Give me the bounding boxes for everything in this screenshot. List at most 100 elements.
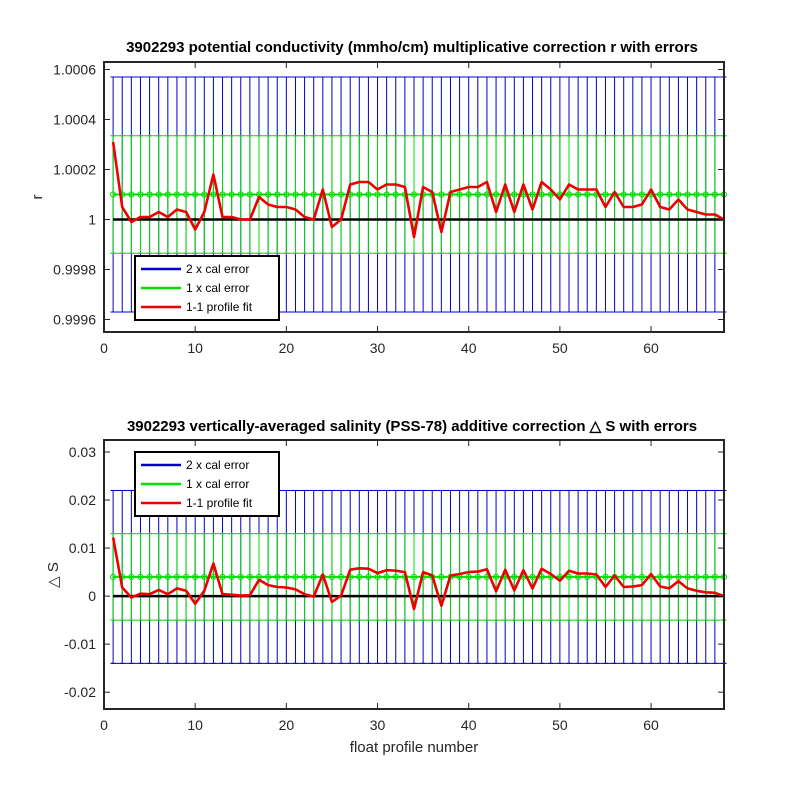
bottom-center-marker <box>602 573 609 581</box>
bottom-center-marker <box>310 573 317 581</box>
top-center-marker <box>146 191 153 198</box>
bottom-center-marker <box>182 573 190 581</box>
top-center-marker <box>702 191 709 198</box>
bottom-center-marker <box>565 573 573 581</box>
top-center-marker <box>693 191 700 198</box>
top-center-marker <box>164 191 171 198</box>
bottom-center-marker <box>693 573 700 581</box>
bottom-center-marker <box>492 573 500 581</box>
top-center-marker <box>383 191 390 198</box>
top-ytick-label: 0.9998 <box>53 262 96 278</box>
top-xtick-label: 40 <box>461 340 477 356</box>
bottom-center-marker <box>529 573 536 581</box>
bottom-center-marker <box>292 573 299 581</box>
bottom-center-marker <box>711 573 718 581</box>
bottom-center-marker <box>383 573 390 581</box>
top-center-marker <box>529 191 536 198</box>
top-center-marker <box>110 191 117 198</box>
top-center-marker <box>392 191 399 198</box>
top-center-marker <box>575 191 582 198</box>
bottom-xtick-label: 30 <box>370 717 386 733</box>
bottom-center-marker <box>110 573 117 581</box>
bottom-center-marker <box>365 573 372 581</box>
bottom-center-marker <box>201 573 208 581</box>
bottom-center-marker <box>438 573 445 581</box>
bottom-legend-label-fit: 1-1 profile fit <box>186 496 253 510</box>
bottom-legend-label-2x: 2 x cal error <box>186 458 249 472</box>
bottom-xtick-label: 50 <box>552 717 568 733</box>
bottom-center-marker <box>638 573 646 581</box>
bottom-center-marker <box>128 573 135 581</box>
top-legend-label-2x: 2 x cal error <box>186 262 249 276</box>
bottom-center-marker <box>511 573 518 581</box>
bottom-xtick-label: 10 <box>187 717 203 733</box>
bottom-center-marker <box>265 573 272 581</box>
bottom-ytick-label: 0.02 <box>69 492 96 508</box>
bottom-center-marker <box>657 573 664 581</box>
top-center-marker <box>192 191 199 198</box>
bottom-center-marker <box>465 573 472 581</box>
top-center-marker <box>538 191 545 198</box>
top-center-marker <box>474 191 481 198</box>
bottom-center-marker <box>173 573 181 581</box>
top-chart-title: 3902293 potential conductivity (mmho/cm)… <box>126 39 698 56</box>
top-profile-fit-line <box>111 141 725 239</box>
top-center-marker <box>711 191 718 198</box>
bottom-center-marker <box>210 573 217 581</box>
top-center-marker <box>666 191 673 198</box>
top-center-marker <box>410 191 418 198</box>
top-center-marker <box>219 191 226 198</box>
top-xtick-label: 60 <box>643 340 659 356</box>
top-xtick-label: 0 <box>100 340 108 356</box>
bottom-ylabel: △ S <box>45 562 62 588</box>
top-center-marker <box>620 191 627 198</box>
top-axes-frame <box>103 61 725 333</box>
bottom-center-marker <box>274 573 281 581</box>
top-ytick-label: 0.9996 <box>53 312 96 328</box>
bottom-axes-frame <box>103 439 725 710</box>
top-center-marker <box>511 191 518 198</box>
bottom-center-marker <box>392 573 399 581</box>
top-center-marker <box>565 191 573 198</box>
bottom-ytick-label: -0.01 <box>64 636 96 652</box>
top-center-marker <box>374 191 381 198</box>
bottom-center-marker <box>666 573 673 581</box>
top-center-marker <box>492 191 500 198</box>
top-ytick-label: 1.0004 <box>53 112 96 128</box>
top-center-marker <box>274 191 281 198</box>
bottom-legend: 2 x cal error 1 x cal error 1-1 profile … <box>134 451 280 517</box>
top-ylabel: r <box>29 195 46 200</box>
bottom-center-marker <box>228 573 235 581</box>
bottom-center-marker <box>620 573 627 581</box>
bottom-center-marker <box>192 573 199 581</box>
top-center-marker <box>283 191 290 198</box>
bottom-ytick-label: 0.01 <box>69 540 96 556</box>
bottom-error-bars <box>110 489 728 664</box>
bottom-center-marker <box>675 573 682 581</box>
top-center-marker <box>292 191 299 198</box>
bottom-center-marker <box>219 573 226 581</box>
bottom-center-marker <box>146 573 153 581</box>
top-center-marker <box>155 191 162 198</box>
top-xtick-label: 50 <box>552 340 568 356</box>
top-legend-label-1x: 1 x cal error <box>186 281 249 295</box>
bottom-center-marker <box>155 573 162 581</box>
top-center-marker <box>629 191 636 198</box>
bottom-ytick-label: -0.02 <box>64 684 96 700</box>
top-center-marker <box>456 191 463 198</box>
bottom-center-marker <box>410 573 418 581</box>
top-center-marker <box>173 191 181 198</box>
top-xtick-label: 30 <box>370 340 386 356</box>
bottom-xtick-label: 20 <box>279 717 295 733</box>
top-center-marker <box>356 191 363 198</box>
top-center-marker <box>638 191 646 198</box>
top-center-marker <box>675 191 682 198</box>
bottom-ytick-label: 0 <box>88 588 96 604</box>
top-error-bars <box>110 76 728 313</box>
top-ytick-label: 1 <box>88 212 96 228</box>
bottom-center-marker <box>474 573 481 581</box>
top-center-marker <box>201 191 208 198</box>
bottom-center-marker <box>684 573 691 581</box>
top-center-marker <box>246 191 253 198</box>
top-center-marker <box>438 191 445 198</box>
